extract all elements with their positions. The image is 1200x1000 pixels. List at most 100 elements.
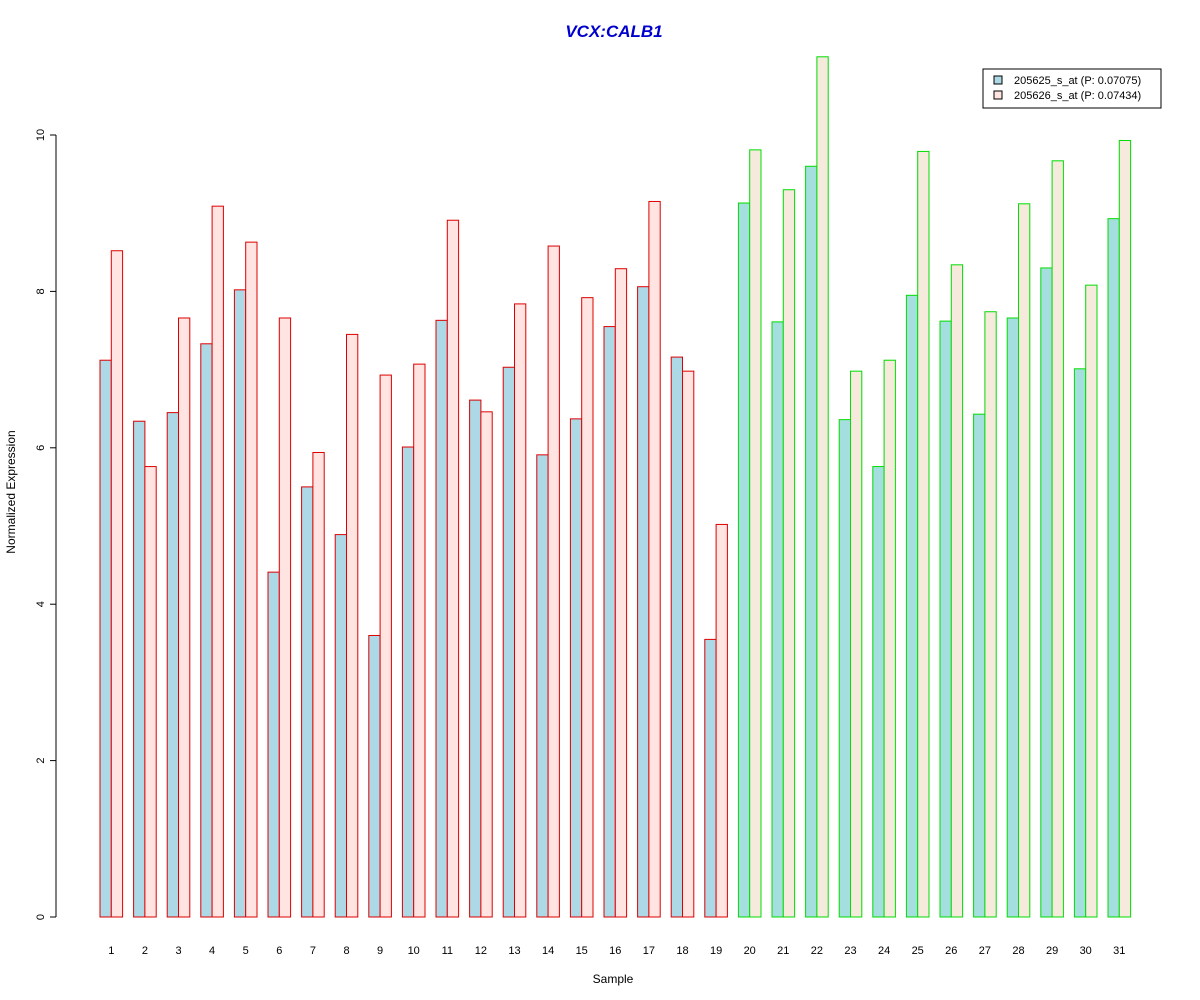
chart-title: VCX:CALB1: [565, 22, 662, 41]
bar-1-sample-18: [670, 356, 684, 918]
y-tick-label: 8: [35, 288, 47, 294]
bar-2-sample-20: [749, 149, 762, 918]
x-tick-label: 18: [676, 945, 688, 957]
bar-2-sample-10: [413, 363, 426, 918]
x-tick-label: 28: [1012, 945, 1024, 957]
x-tick-label: 27: [979, 945, 991, 957]
legend-label: 205625_s_at (P: 0.07075): [1014, 75, 1141, 87]
y-axis-label: Normalized Expression: [4, 430, 18, 553]
bar-2-sample-11: [446, 219, 460, 918]
bar-1-sample-27: [973, 413, 986, 918]
bar-1-sample-31: [1107, 218, 1120, 918]
x-tick-label: 13: [508, 945, 520, 957]
bar-2-sample-18: [682, 370, 695, 918]
bar-1-sample-3: [166, 412, 179, 918]
y-tick-label: 10: [35, 129, 47, 141]
bar-2-sample-5: [245, 241, 258, 918]
bar-1-sample-20: [737, 202, 751, 918]
bar-1-sample-28: [1006, 317, 1020, 918]
bar-2-sample-19: [715, 523, 728, 918]
bar-2-sample-15: [581, 297, 594, 918]
bar-1-sample-9: [368, 634, 381, 918]
bar-1-sample-24: [872, 466, 885, 918]
bar-2-sample-6: [278, 317, 292, 918]
bars: [99, 56, 1132, 918]
x-tick-label: 24: [878, 945, 890, 957]
x-tick-label: 19: [710, 945, 722, 957]
bar-2-sample-14: [547, 245, 560, 918]
legend-swatch: [993, 90, 1003, 100]
x-tick-label: 20: [744, 945, 756, 957]
x-tick-label: 12: [475, 945, 487, 957]
bar-1-sample-2: [133, 420, 146, 918]
y-tick-label: 0: [35, 914, 47, 920]
x-tick-label: 5: [243, 945, 249, 957]
y-tick-label: 2: [35, 758, 47, 764]
x-tick-label: 17: [643, 945, 655, 957]
bar-2-sample-4: [211, 205, 224, 918]
bar-1-sample-21: [771, 321, 784, 918]
bar-2-sample-8: [346, 333, 359, 918]
bar-2-sample-26: [950, 264, 964, 918]
bar-2-sample-2: [144, 466, 157, 918]
y-tick-label: 4: [35, 601, 47, 607]
legend-swatch: [993, 75, 1003, 85]
x-tick-label: 2: [142, 945, 148, 957]
x-tick-label: 14: [542, 945, 554, 957]
x-axis-label: Sample: [593, 972, 634, 986]
x-tick-label: 10: [408, 945, 420, 957]
bar-2-sample-22: [816, 56, 829, 918]
bar-2-sample-28: [1018, 203, 1031, 918]
bar-2-sample-16: [614, 268, 628, 918]
bar-1-sample-16: [603, 326, 616, 918]
bar-2-sample-3: [178, 317, 191, 918]
bar-1-sample-23: [838, 419, 852, 918]
bar-1-sample-13: [502, 366, 516, 918]
bar-1-sample-4: [200, 343, 213, 918]
x-tick-labels: 1 2 3 4 5 6 7 8 9 10 11 12 13 14 15 16 17 18 19 20 21 22 23 24 2…: [108, 945, 1125, 957]
bar-1-sample-6: [267, 571, 280, 918]
bar-1-sample-14: [536, 454, 549, 918]
x-tick-label: 8: [343, 945, 349, 957]
bar-2-sample-23: [850, 370, 863, 918]
x-tick-label: 26: [945, 945, 957, 957]
bar-1-sample-19: [704, 638, 717, 918]
x-tick-label: 3: [175, 945, 181, 957]
bar-1-sample-12: [469, 399, 482, 918]
bar-1-sample-17: [637, 286, 650, 918]
x-tick-label: 21: [777, 945, 789, 957]
x-tick-label: 9: [377, 945, 383, 957]
x-tick-label: 25: [912, 945, 924, 957]
x-tick-label: 30: [1080, 945, 1092, 957]
bar-2-sample-24: [883, 359, 896, 918]
legend: 205625_s_at (P: 0.07075) 205626_s_at (P: …: [982, 68, 1162, 109]
legend-box: [982, 68, 1162, 109]
x-tick-label: 11: [442, 945, 453, 957]
bar-2-sample-1: [110, 250, 124, 918]
bar-2-sample-12: [480, 411, 493, 918]
bar-2-sample-9: [379, 374, 392, 918]
bar-1-sample-1: [99, 359, 112, 918]
bar-2-sample-30: [1085, 284, 1098, 918]
x-tick-label: 6: [276, 945, 282, 957]
bar-1-sample-25: [905, 294, 919, 918]
bar-2-sample-21: [782, 189, 796, 918]
legend-label: 205626_s_at (P: 0.07434): [1014, 90, 1141, 102]
bar-2-sample-17: [648, 200, 661, 918]
x-tick-label: 31: [1113, 945, 1125, 957]
x-tick-label: 4: [209, 945, 215, 957]
x-tick-label: 29: [1046, 945, 1058, 957]
bar-2-sample-29: [1051, 160, 1064, 918]
bar-1-sample-30: [1073, 368, 1087, 918]
y-tick-label: 6: [35, 445, 47, 451]
x-tick-label: 15: [576, 945, 588, 957]
bar-1-sample-11: [435, 319, 448, 918]
y-axis: 0 2 4 6 8 10: [35, 129, 57, 920]
bar-1-sample-7: [301, 486, 314, 918]
bar-2-sample-25: [917, 150, 930, 918]
x-tick-label: 1: [108, 945, 114, 957]
bar-1-sample-22: [805, 165, 818, 918]
x-tick-label: 22: [811, 945, 823, 957]
bar-2-sample-13: [514, 303, 527, 918]
